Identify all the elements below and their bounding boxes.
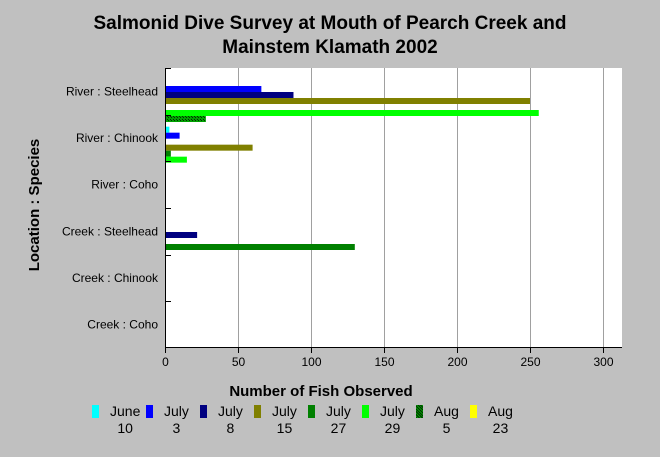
legend-swatch (92, 405, 99, 418)
bar (166, 144, 253, 151)
bar (166, 156, 187, 163)
bars (166, 86, 539, 250)
bar (166, 150, 171, 157)
x-tick-label: 300 (593, 355, 613, 369)
legend-label: July 27 (326, 403, 351, 436)
y-tick-label: Creek : Steelhead (62, 224, 158, 238)
legend-swatch (362, 405, 369, 418)
legend-swatch (254, 405, 261, 418)
x-tick-label: 100 (301, 355, 321, 369)
y-tick-label: Creek : Chinook (72, 271, 159, 285)
x-tick-label: 250 (520, 355, 540, 369)
legend-swatch (146, 405, 153, 418)
y-axis-label: Location : Species (26, 139, 43, 272)
legend-label: Aug 5 (434, 403, 459, 436)
bar (166, 92, 294, 98)
chart-title-line-2: Mainstem Klamath 2002 (222, 37, 438, 58)
legend-label: July 8 (218, 403, 243, 436)
chart-title-line-1: Salmonid Dive Survey at Mouth of Pearch … (93, 13, 567, 34)
y-tick-label: River : Coho (91, 178, 158, 192)
legend-swatch (416, 405, 423, 418)
y-tick-labels: River : Steelhead River : Chinook River : … (62, 68, 171, 332)
legend-label: July 3 (164, 403, 189, 436)
legend-label: Aug 23 (488, 403, 513, 436)
legend-swatch (200, 405, 207, 418)
x-axis-label: Number of Fish Observed (229, 383, 412, 400)
legend-label: July 29 (380, 403, 405, 436)
legend-swatch (308, 405, 315, 418)
legend: June 10 July 3 July 8 July 15 July 27 July 29… (88, 403, 548, 443)
x-tick-label: 200 (447, 355, 467, 369)
bar (166, 86, 262, 92)
bar (166, 132, 180, 139)
bar (166, 98, 530, 104)
y-tick-label: Creek : Coho (87, 318, 158, 332)
bar (166, 126, 170, 133)
bar (166, 232, 198, 238)
legend-label: July 15 (272, 403, 297, 436)
chart-title: Salmonid Dive Survey at Mouth of Pearch … (0, 12, 660, 60)
bar (166, 110, 539, 116)
x-tick-label: 0 (162, 355, 169, 369)
x-tick-label: 150 (374, 355, 394, 369)
y-tick-label: River : Chinook (76, 131, 159, 145)
x-tick-label: 50 (232, 355, 246, 369)
bar (166, 244, 355, 250)
legend-label: June 10 (110, 403, 141, 436)
y-tick-label: River : Steelhead (66, 84, 158, 98)
x-tick-labels: 0 50 100 150 200 250 300 (162, 348, 614, 369)
bar (166, 116, 206, 122)
legend-swatch (470, 405, 477, 418)
